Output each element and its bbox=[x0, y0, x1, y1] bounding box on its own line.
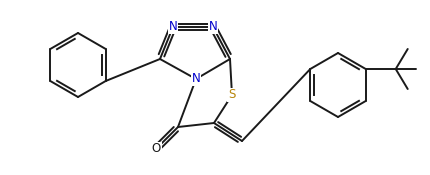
Text: O: O bbox=[151, 142, 160, 156]
Text: S: S bbox=[228, 89, 235, 101]
Text: N: N bbox=[191, 72, 200, 86]
Text: N: N bbox=[208, 20, 217, 33]
Text: N: N bbox=[168, 20, 177, 33]
